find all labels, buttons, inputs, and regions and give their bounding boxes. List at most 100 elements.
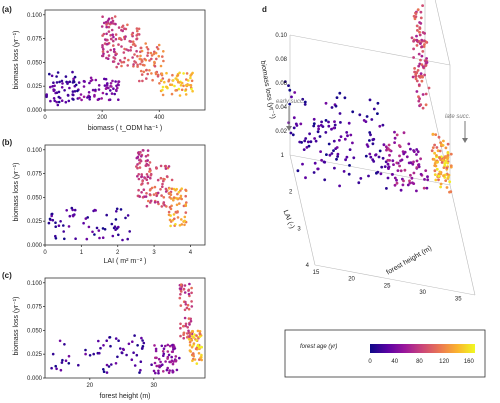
- scatter-point-3d: [338, 184, 341, 188]
- panel-c-ytick-label: 0.075: [27, 305, 43, 311]
- scatter-point: [136, 163, 139, 166]
- scatter-point-3d: [397, 144, 401, 147]
- scatter-point-3d: [399, 169, 403, 173]
- scatter-point-3d: [357, 181, 361, 185]
- scatter-point: [189, 332, 192, 335]
- scatter-point-3d: [313, 137, 316, 140]
- scatter-point: [185, 72, 189, 75]
- scatter-point: [55, 91, 59, 94]
- scatter-point: [114, 362, 118, 365]
- scatter-point: [108, 336, 112, 339]
- scatter-point-3d: [415, 24, 419, 28]
- scatter-point: [149, 51, 153, 55]
- scatter-point: [88, 81, 91, 85]
- scatter-point-3d: [436, 160, 439, 164]
- scatter-point-3d: [412, 39, 415, 43]
- scatter-point: [122, 51, 126, 54]
- scatter-point: [126, 64, 129, 67]
- scatter-point: [117, 233, 120, 237]
- scatter-point: [121, 29, 124, 33]
- scatter-point-3d: [415, 44, 419, 47]
- scatter-point-3d: [395, 178, 398, 182]
- scatter-point: [174, 188, 177, 192]
- scatter-point: [199, 356, 203, 359]
- scatter-point: [131, 340, 134, 344]
- scatter-point-3d: [336, 152, 340, 156]
- scatter-point: [101, 44, 104, 47]
- scatter-point: [110, 222, 114, 226]
- scatter-point: [67, 225, 71, 228]
- scatter-point: [121, 238, 124, 242]
- scatter-point-3d: [437, 178, 440, 182]
- scatter-point: [188, 343, 192, 347]
- scatter-point-3d: [339, 135, 343, 139]
- scatter-point: [70, 206, 74, 210]
- scatter-point-3d: [296, 169, 300, 173]
- scatter-point-3d: [419, 10, 423, 14]
- box-edge: [289, 34, 451, 66]
- scatter-point-3d: [338, 112, 342, 115]
- scatter-point: [110, 28, 114, 32]
- scatter-point-3d: [376, 101, 380, 105]
- scatter-point-3d: [320, 158, 323, 162]
- scatter-point-3d: [414, 12, 418, 16]
- scatter-point: [141, 179, 144, 183]
- scatter-point: [67, 354, 71, 358]
- scatter-point: [176, 74, 180, 77]
- scatter-point: [187, 289, 190, 292]
- scatter-point: [122, 348, 125, 352]
- scatter-point: [139, 62, 142, 66]
- scatter-point: [126, 23, 129, 27]
- scatter-point-3d: [322, 160, 326, 164]
- scatter-point-3d: [414, 74, 418, 78]
- scatter-point: [64, 359, 68, 363]
- scatter-point-3d: [399, 188, 403, 192]
- scatter-point: [107, 98, 111, 102]
- scatter-point-3d: [393, 136, 397, 140]
- scatter-point: [142, 188, 146, 191]
- scatter-point: [179, 304, 183, 307]
- scatter-point: [45, 95, 48, 99]
- scatter-point: [125, 353, 128, 357]
- scatter-point: [162, 50, 165, 53]
- scatter-point-3d: [420, 45, 424, 49]
- scatter-point: [114, 37, 118, 41]
- scatter-point: [164, 190, 168, 193]
- scatter-point: [116, 355, 119, 359]
- panel-a-points: [45, 15, 194, 107]
- scatter-point: [95, 226, 99, 230]
- scatter-point-3d: [415, 148, 419, 151]
- panel-b-ylabel: biomass loss (yr⁻¹): [13, 163, 20, 222]
- scatter-point: [150, 72, 153, 75]
- scatter-point: [191, 330, 194, 333]
- scatter-point: [165, 71, 168, 75]
- scatter-point-3d: [324, 101, 328, 105]
- scatter-point: [59, 368, 63, 372]
- scatter-point: [112, 44, 115, 47]
- scatter-point-3d: [445, 186, 449, 189]
- scatter-point-3d: [292, 116, 296, 120]
- scatter-point-3d: [437, 135, 441, 139]
- annotation-early-succ: early succ.: [276, 99, 305, 105]
- scatter-point: [54, 234, 57, 238]
- scatter-point-3d: [395, 161, 399, 165]
- legend-tick-label: 0: [368, 359, 372, 365]
- scatter-point-3d: [398, 154, 401, 158]
- scatter-point: [177, 80, 180, 84]
- scatter-point: [114, 33, 118, 36]
- scatter-point: [183, 316, 187, 320]
- scatter-point: [176, 210, 179, 214]
- scatter-point: [118, 36, 121, 40]
- scatter-point: [171, 345, 175, 349]
- panel-d-xtick-label: 15: [313, 270, 320, 276]
- scatter-point-3d: [347, 172, 351, 176]
- scatter-point: [180, 218, 183, 221]
- scatter-point: [169, 224, 172, 228]
- scatter-point-3d: [309, 140, 313, 144]
- panel-c: (c) 0.000 0.025 0.050 0.075 0.100 20 30 forest…: [2, 271, 206, 400]
- scatter-point: [146, 175, 150, 178]
- scatter-point-3d: [408, 179, 411, 183]
- scatter-point-3d: [416, 69, 420, 72]
- scatter-point-3d: [417, 74, 421, 78]
- scatter-point: [135, 37, 138, 41]
